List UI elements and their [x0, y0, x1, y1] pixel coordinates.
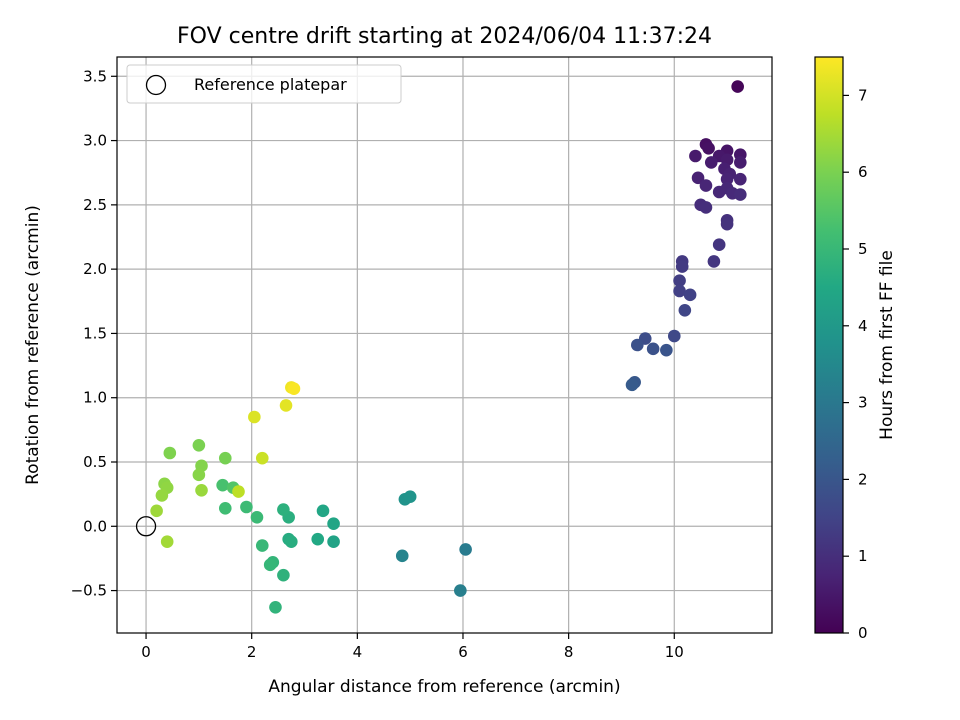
chart-title: FOV centre drift starting at 2024/06/04 …: [177, 24, 712, 49]
data-point: [734, 156, 747, 169]
data-point: [625, 378, 639, 392]
data-point: [673, 274, 686, 288]
data-point: [395, 549, 409, 563]
data-point: [673, 284, 686, 298]
data-point: [704, 156, 718, 169]
data-point: [675, 260, 689, 273]
data-point: [678, 303, 692, 317]
colorbar-tick-label: 5: [858, 240, 868, 258]
data-point: [660, 343, 673, 357]
y-tick-label: −0.5: [71, 582, 107, 600]
reference-platepar-point: [135, 516, 157, 537]
data-point: [248, 410, 261, 424]
data-point: [232, 485, 245, 498]
x-axis-label: Angular distance from reference (arcmin): [268, 677, 620, 697]
data-point: [277, 568, 290, 582]
legend-marker-circle-icon: [145, 74, 167, 96]
data-point: [160, 535, 174, 549]
y-tick-label: 2.0: [83, 260, 107, 278]
data-point: [255, 451, 269, 465]
y-tick-label: 3.0: [83, 132, 107, 150]
legend-entry: Reference platepar: [194, 75, 347, 94]
data-point: [263, 558, 277, 572]
data-point: [192, 468, 206, 482]
x-tick-label: 6: [458, 643, 468, 661]
data-point: [712, 185, 726, 199]
colorbar-tick-label: 1: [858, 547, 868, 565]
data-point: [285, 535, 298, 549]
data-points: [150, 80, 747, 614]
data-point: [163, 446, 177, 460]
legend-box: [126, 64, 402, 104]
data-point: [218, 501, 232, 515]
x-tick-label: 8: [564, 643, 574, 661]
data-point: [240, 500, 253, 514]
data-point: [720, 172, 734, 186]
colorbar: [814, 56, 844, 634]
data-point: [667, 329, 681, 343]
data-point: [195, 483, 208, 497]
data-point: [277, 503, 290, 516]
data-point: [403, 490, 417, 504]
x-tick-label: 2: [247, 643, 257, 661]
data-point: [150, 504, 163, 518]
data-point: [269, 600, 282, 614]
data-point: [327, 535, 340, 549]
y-tick-label: 0.5: [83, 453, 107, 471]
grid: [117, 57, 772, 633]
data-point: [691, 171, 705, 185]
data-point: [216, 478, 229, 492]
data-point: [459, 543, 472, 556]
plot-frame: [116, 56, 773, 634]
data-point: [454, 584, 467, 597]
data-point: [327, 517, 340, 531]
data-point: [250, 510, 264, 524]
y-tick-label: 3.5: [83, 67, 107, 85]
data-point: [720, 217, 734, 231]
data-point: [287, 382, 301, 396]
y-tick-label: 2.5: [83, 196, 107, 214]
data-point: [155, 489, 169, 502]
x-axis-ticks: 0 2 4 6 8 10: [141, 633, 684, 661]
y-tick-label: 1.5: [83, 324, 107, 342]
data-point: [631, 338, 644, 352]
colorbar-ticks: 0 1 2 3 4 5 6 7: [843, 86, 868, 642]
data-point: [218, 451, 232, 465]
data-point: [699, 201, 713, 214]
data-point: [712, 238, 726, 252]
data-point: [734, 188, 747, 201]
y-tick-label: 0.0: [83, 517, 107, 535]
x-tick-label: 0: [141, 643, 151, 661]
data-point: [683, 288, 697, 302]
data-point: [734, 172, 747, 186]
y-axis-label: Rotation from reference (arcmin): [23, 205, 43, 485]
data-point: [699, 179, 713, 192]
colorbar-label: Hours from first FF file: [877, 250, 897, 440]
y-tick-label: 1.0: [83, 389, 107, 407]
data-point: [689, 149, 702, 163]
x-tick-label: 4: [353, 643, 363, 661]
data-point: [311, 532, 325, 546]
colorbar-tick-label: 4: [858, 317, 868, 335]
data-point: [707, 255, 721, 268]
data-point: [702, 141, 715, 155]
data-point: [316, 504, 330, 518]
colorbar-tick-label: 3: [858, 394, 868, 412]
colorbar-tick-label: 2: [858, 470, 868, 488]
y-axis-ticks: −0.5 0.0 0.5 1.0 1.5 2.0 2.5 3.0 3.5: [71, 67, 117, 600]
colorbar-tick-label: 6: [858, 163, 868, 181]
data-point: [255, 539, 269, 552]
x-tick-label: 10: [665, 643, 684, 661]
data-point: [192, 438, 206, 452]
legend: Reference platepar: [126, 64, 402, 104]
data-point: [646, 342, 660, 356]
data-point: [731, 80, 744, 93]
colorbar-tick-label: 0: [858, 624, 868, 642]
data-point: [279, 399, 293, 412]
colorbar-tick-label: 7: [858, 86, 868, 104]
